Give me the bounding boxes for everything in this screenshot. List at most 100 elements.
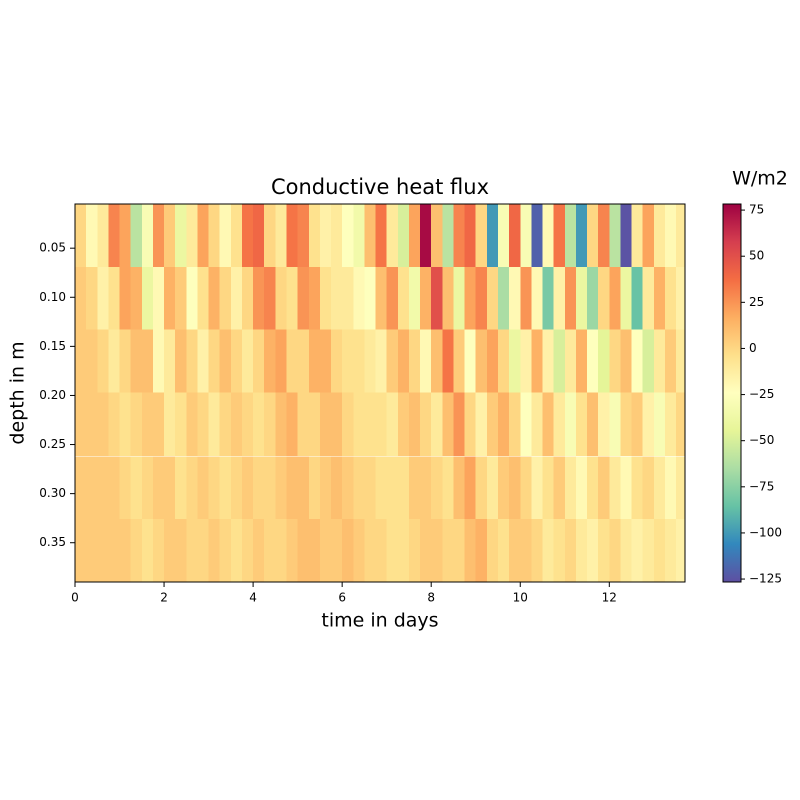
heat-cell	[253, 456, 265, 520]
heat-cell	[130, 519, 143, 583]
heat-cell	[130, 266, 143, 331]
heat-cell	[353, 329, 365, 394]
heat-cell	[219, 392, 232, 456]
heat-cell	[486, 519, 499, 583]
heat-cell	[375, 266, 388, 331]
colorbar-tick-label: −25	[749, 387, 774, 401]
heat-cell	[219, 456, 232, 520]
heat-cell	[453, 329, 466, 394]
heat-cell	[542, 519, 555, 583]
heat-cell	[230, 519, 243, 583]
heat-cell	[509, 392, 521, 456]
heat-cell	[464, 456, 477, 520]
heat-cell	[364, 329, 377, 394]
heat-cell	[152, 392, 165, 456]
heat-cell	[486, 266, 499, 331]
colorbar-tick-label: 50	[749, 249, 764, 263]
y-axis-label: depth in m	[7, 341, 29, 444]
heat-cell	[587, 329, 599, 394]
y-tick-label: 0.25	[39, 437, 66, 451]
heat-cell	[653, 329, 666, 394]
heat-cell	[598, 456, 610, 520]
heat-cell	[208, 204, 221, 268]
heat-cell	[75, 519, 87, 583]
heat-cell	[375, 392, 388, 456]
heat-cell	[408, 519, 421, 583]
heat-cell	[297, 456, 310, 520]
heat-cell	[241, 392, 254, 456]
heat-cell	[420, 519, 432, 583]
heat-cell	[253, 392, 265, 456]
heat-cell	[486, 329, 499, 394]
heat-cell	[676, 204, 686, 268]
heat-cell	[676, 392, 686, 456]
heat-cell	[397, 392, 410, 456]
heat-cell	[564, 392, 577, 456]
heat-cell	[253, 519, 265, 583]
heat-cell	[97, 266, 109, 331]
heat-cell	[364, 392, 377, 456]
heat-cell	[420, 204, 432, 268]
heat-cell	[587, 204, 599, 268]
heat-cell	[564, 519, 577, 583]
heat-cell	[152, 329, 165, 394]
x-tick-label: 6	[338, 591, 346, 605]
heat-cell	[464, 392, 477, 456]
heat-cell	[531, 456, 544, 520]
heat-cell	[342, 329, 354, 394]
heat-cell	[598, 204, 610, 268]
heat-cell	[464, 329, 477, 394]
heat-cell	[286, 204, 299, 268]
colorbar-tick-label: 75	[749, 203, 764, 217]
heat-cell	[509, 329, 521, 394]
heat-cell	[230, 392, 243, 456]
heat-cell	[141, 266, 154, 331]
heat-cell	[609, 519, 621, 583]
heat-cell	[397, 329, 410, 394]
heat-cell	[609, 266, 621, 331]
heat-cell	[509, 266, 521, 331]
heat-cell	[587, 266, 599, 331]
heat-cell	[197, 456, 210, 520]
y-tick-label: 0.05	[39, 241, 66, 255]
heat-cell	[342, 392, 354, 456]
heat-cell	[431, 519, 443, 583]
heat-cell	[420, 266, 432, 331]
colorbar-tick-label: 0	[749, 341, 757, 355]
heat-cell	[297, 392, 310, 456]
heat-cell	[386, 204, 399, 268]
heat-cell	[486, 456, 499, 520]
heat-cell	[475, 519, 488, 583]
heat-cell	[264, 204, 276, 268]
heat-cell	[453, 456, 466, 520]
heat-cell	[575, 204, 588, 268]
heat-cell	[553, 519, 566, 583]
heat-cell	[86, 392, 98, 456]
heat-cell	[353, 266, 365, 331]
heat-cell	[353, 519, 365, 583]
heat-cell	[141, 392, 154, 456]
heat-cell	[520, 204, 532, 268]
heat-cell	[642, 519, 655, 583]
heat-cell	[420, 392, 432, 456]
heat-cell	[219, 266, 232, 331]
heat-cell	[342, 519, 354, 583]
heat-cell	[219, 204, 232, 268]
heat-cell	[464, 519, 477, 583]
heat-cell	[152, 204, 165, 268]
heat-cell	[620, 392, 633, 456]
heat-cell	[375, 329, 388, 394]
heat-cell	[486, 392, 499, 456]
heat-cell	[230, 204, 243, 268]
heat-cell	[164, 266, 176, 331]
heat-cell	[631, 456, 644, 520]
plot-frame	[74, 203, 686, 583]
heat-cell	[319, 392, 332, 456]
y-tick-label: 0.35	[39, 535, 66, 549]
heat-cell	[97, 329, 109, 394]
heat-cell	[75, 329, 87, 394]
heat-cell	[175, 519, 187, 583]
y-tick-label: 0.15	[39, 339, 66, 353]
chart-title: Conductive heat flux	[271, 175, 489, 199]
heat-cell	[319, 266, 332, 331]
